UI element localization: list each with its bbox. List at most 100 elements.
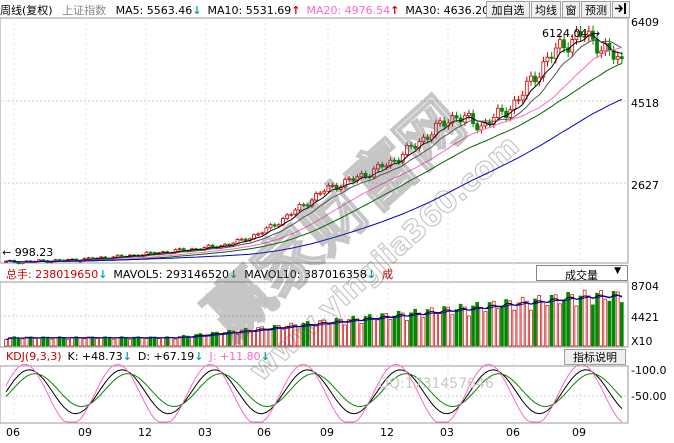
x-tick-label: 09 bbox=[320, 426, 334, 439]
candle-body bbox=[384, 165, 389, 168]
candle-body bbox=[512, 99, 517, 111]
volume-bar bbox=[169, 336, 174, 347]
volume-unit: X10 bbox=[631, 335, 653, 348]
volume-bar bbox=[152, 336, 157, 347]
ma-label-text: MA5: 5563.46 bbox=[115, 4, 193, 17]
window-button[interactable]: 窗 bbox=[562, 1, 580, 18]
volume-bar bbox=[12, 336, 17, 347]
candle-body bbox=[305, 204, 310, 207]
moving-average-lines bbox=[6, 34, 623, 263]
candle-body bbox=[533, 75, 537, 83]
kdj-label-text: J: +11.80 bbox=[209, 350, 261, 363]
kdj-label-text: K: +48.73 bbox=[67, 350, 123, 363]
volume-label-text: 总手: 238019650 bbox=[6, 268, 99, 281]
exit-arrow-icon[interactable] bbox=[612, 1, 630, 18]
volume-bar bbox=[33, 338, 37, 347]
volume-bar bbox=[227, 329, 231, 347]
candle-body bbox=[504, 110, 508, 118]
volume-label-text: MAVOL5: 293146520 bbox=[113, 268, 230, 281]
down-arrow-icon: ↓ bbox=[229, 268, 239, 281]
volume-bar bbox=[264, 329, 269, 347]
indicator-help-button[interactable]: 指标说明 bbox=[564, 349, 626, 365]
kdj-tick-mid: -50.00 bbox=[631, 390, 667, 403]
volume-bar bbox=[376, 319, 380, 347]
volume-bar bbox=[256, 327, 260, 347]
kdj-label-text: D: +67.19 bbox=[137, 350, 195, 363]
down-arrow-icon: ↓ bbox=[194, 350, 204, 363]
volume-bar bbox=[351, 315, 355, 347]
candle-body bbox=[119, 254, 124, 257]
candle-body bbox=[86, 257, 91, 260]
volume-bar bbox=[4, 339, 8, 347]
volume-bar bbox=[74, 336, 79, 347]
volume-bar bbox=[231, 330, 236, 347]
candle-body bbox=[487, 121, 492, 125]
candle-body bbox=[442, 120, 446, 127]
volume-bar bbox=[446, 306, 451, 347]
volume-bar bbox=[305, 321, 310, 347]
volume-label: MAVOL5: 293146520↓ bbox=[113, 268, 238, 281]
volume-bar bbox=[322, 319, 327, 347]
candle-body bbox=[396, 159, 401, 163]
volume-bar bbox=[595, 292, 599, 347]
volume-bar bbox=[103, 336, 107, 347]
volume-bar bbox=[529, 309, 533, 347]
volume-bar bbox=[252, 331, 256, 347]
volume-bar bbox=[334, 317, 339, 347]
volume-bar bbox=[20, 338, 25, 347]
kdj-label: J: +11.80↓ bbox=[209, 350, 269, 363]
volume-bar bbox=[367, 314, 372, 347]
volume-bar bbox=[128, 338, 132, 347]
volume-bar bbox=[140, 337, 145, 347]
price-header: 周线(复权) 上证指数 MA5: 5563.46↓ MA10: 5531.69↑ M… bbox=[0, 2, 498, 18]
volume-bar bbox=[479, 307, 484, 347]
mavol10-line bbox=[5, 294, 622, 340]
volume-bar bbox=[549, 295, 554, 347]
chevron-down-icon: ▼ bbox=[614, 266, 621, 276]
candle-body bbox=[334, 184, 339, 190]
x-tick-label: 09 bbox=[78, 426, 92, 439]
volume-bar bbox=[99, 337, 103, 347]
ma-button[interactable]: 均线 bbox=[531, 1, 561, 18]
volume-bar bbox=[78, 337, 83, 347]
candle-body bbox=[524, 80, 529, 96]
forecast-button[interactable]: 预测 bbox=[581, 1, 611, 18]
ma-label: MA10: 5531.69↑ bbox=[208, 4, 301, 17]
x-tick-label: 12 bbox=[138, 426, 152, 439]
volume-bar bbox=[591, 304, 595, 347]
volume-bar bbox=[429, 307, 434, 347]
candle-body bbox=[380, 164, 384, 168]
volume-bar bbox=[363, 316, 368, 347]
volume-bar bbox=[578, 295, 583, 347]
x-tick-label: 06 bbox=[257, 426, 271, 439]
volume-bar bbox=[586, 295, 591, 347]
volume-bar bbox=[355, 318, 360, 347]
candle-body bbox=[256, 233, 260, 236]
volume-bar bbox=[132, 336, 136, 347]
volume-bar bbox=[276, 325, 281, 347]
indicator-select[interactable]: 成交量 ▼ bbox=[536, 265, 628, 282]
candle-body bbox=[297, 204, 302, 211]
volume-bar bbox=[537, 295, 541, 347]
candle-body bbox=[243, 238, 248, 242]
chart-title: 周线(复权) bbox=[0, 4, 53, 17]
volume-bar bbox=[512, 309, 517, 347]
volume-bar bbox=[384, 313, 389, 347]
candle-body bbox=[351, 178, 356, 182]
volume-bar bbox=[372, 318, 376, 347]
add-watchlist-button[interactable]: 加自选 bbox=[486, 1, 530, 18]
candle-body bbox=[400, 154, 405, 163]
price-tick-top: 6409 bbox=[631, 16, 659, 29]
candle-body bbox=[619, 56, 624, 60]
volume-bar bbox=[57, 336, 62, 347]
volume-bar bbox=[450, 314, 455, 347]
candle-body bbox=[206, 244, 211, 248]
candle-body bbox=[516, 99, 521, 102]
candle-body bbox=[268, 224, 273, 229]
down-arrow-icon: ↓ bbox=[98, 268, 108, 281]
candle-body bbox=[301, 204, 306, 206]
candle-body bbox=[4, 260, 8, 263]
price-tick-mid: 4518 bbox=[631, 97, 659, 110]
candle-body bbox=[541, 61, 546, 78]
